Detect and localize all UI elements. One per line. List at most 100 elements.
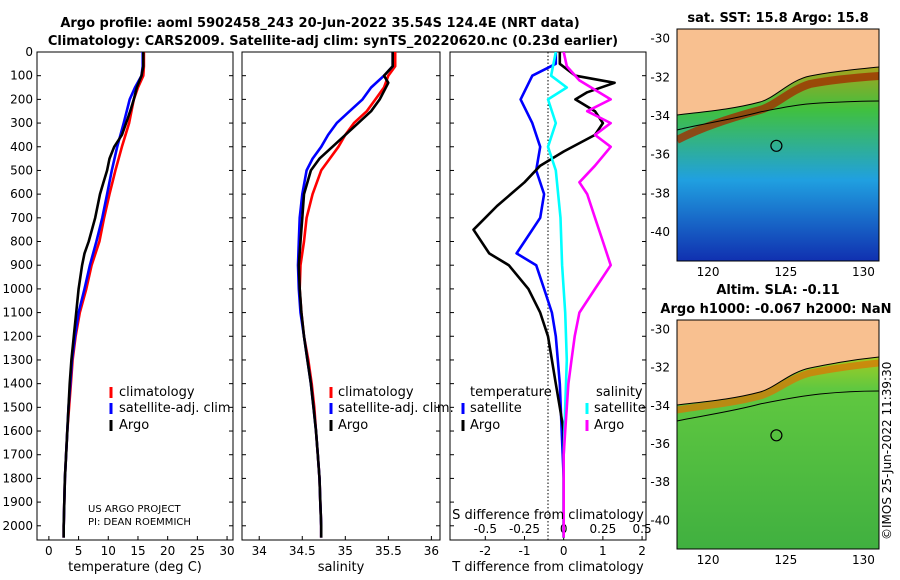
- ytick-label: 1600: [2, 424, 33, 438]
- s-tick-label: 0.5: [633, 522, 652, 536]
- map-ytick-label: -32: [650, 361, 670, 375]
- map-ytick-label: -38: [650, 186, 670, 200]
- ytick-label: 500: [10, 163, 33, 177]
- legend-label-t-argo: Argo: [470, 418, 500, 433]
- series-line-climatology: [62, 52, 146, 538]
- argo-float-marker: [770, 139, 783, 152]
- credit-pi: PI: DEAN ROEMMICH: [88, 517, 191, 528]
- map-xtick-label: 120: [697, 265, 720, 279]
- series-line-satellite-adj-clim-: [62, 52, 144, 538]
- ytick-label: 400: [10, 140, 33, 154]
- s-tick-label: 0.25: [590, 522, 617, 536]
- ytick-label: 1100: [2, 306, 33, 320]
- xtick-label: 2: [638, 544, 646, 558]
- sla-map: [677, 320, 879, 549]
- ytick-label: 1900: [2, 495, 33, 509]
- ytick-label: 1000: [2, 282, 33, 296]
- map-ytick-label: -34: [650, 109, 670, 123]
- s-tick-label: -0.5: [474, 522, 497, 536]
- legend-title-temperature: temperature: [470, 385, 552, 400]
- ytick-label: 1500: [2, 400, 33, 414]
- ytick-label: 1800: [2, 471, 33, 485]
- xtick-label: 34: [252, 544, 267, 558]
- figure-title-2: Climatology: CARS2009. Satellite-adj cli…: [48, 34, 618, 49]
- ytick-label: 200: [10, 92, 33, 106]
- xtick-label: -2: [479, 544, 491, 558]
- xtick-label: 30: [219, 544, 234, 558]
- xtick-label: 36: [424, 544, 439, 558]
- coastline: [677, 66, 879, 116]
- legend-label-s-satellite: satellite: [594, 401, 646, 416]
- map-ytick-label: -38: [650, 475, 670, 489]
- salinity-legend: climatology satellite-adj. clim. Argo: [329, 385, 454, 433]
- legend-label-climatology: climatology: [119, 385, 195, 400]
- t-difference-xlabel: T difference from climatology: [451, 560, 644, 575]
- legend-label-satellite: satellite-adj. clim.: [119, 401, 235, 416]
- series-line-climatology: [298, 52, 397, 538]
- difference-axes: [449, 51, 647, 541]
- ytick-label: 900: [10, 258, 33, 272]
- xtick-label: -1: [518, 544, 530, 558]
- map-ytick-label: -34: [650, 399, 670, 413]
- temperature-axes: [36, 51, 234, 541]
- ytick-label: 700: [10, 211, 33, 225]
- s-tick-label: -0.25: [509, 522, 540, 536]
- xtick-label: 15: [130, 544, 145, 558]
- map-ytick-label: -30: [650, 323, 670, 337]
- series-line-argo: [62, 52, 145, 538]
- series-line-s-satellite: [546, 52, 569, 538]
- legend-label-t-satellite: satellite: [470, 401, 522, 416]
- coastline: [677, 356, 879, 406]
- ytick-label: 2000: [2, 519, 33, 533]
- sla-map-title: Altim. SLA: -0.11: [716, 283, 839, 298]
- imos-credit: ©IMOS 25-Jun-2022 11:39:30: [880, 362, 894, 540]
- xtick-label: 34.5: [289, 544, 316, 558]
- series-line-argo: [297, 52, 395, 538]
- depth-contour: [677, 390, 879, 422]
- xtick-label: 35.5: [375, 544, 402, 558]
- depth-contour: [677, 100, 879, 131]
- high-sla-band: [677, 359, 879, 414]
- series-line-t-satellite: [515, 52, 566, 538]
- ytick-label: 0: [25, 45, 33, 59]
- xtick-label: 35: [338, 544, 353, 558]
- ytick-label: 1300: [2, 353, 33, 367]
- legend-label-argo: Argo: [338, 418, 368, 433]
- ytick-label: 1700: [2, 448, 33, 462]
- sla-map-frame: [676, 319, 880, 550]
- series-line-t-argo: [472, 52, 616, 538]
- temperature-xlabel: temperature (deg C): [68, 560, 202, 575]
- map-ytick-label: -32: [650, 70, 670, 84]
- xtick-label: 0: [560, 544, 568, 558]
- ytick-label: 600: [10, 187, 33, 201]
- warm-current-band: [677, 72, 879, 144]
- ytick-label: 800: [10, 235, 33, 249]
- argo-float-marker: [770, 429, 783, 442]
- map-xtick-label: 130: [852, 553, 875, 567]
- difference-legend: temperature salinity satellite Argo sate…: [461, 385, 646, 433]
- legend-label-satellite: satellite-adj. clim.: [338, 401, 454, 416]
- xtick-label: 20: [160, 544, 175, 558]
- australia-land: [677, 320, 879, 405]
- map-xtick-label: 120: [697, 553, 720, 567]
- salinity-axes: [241, 51, 441, 541]
- sst-map-frame: [676, 28, 880, 262]
- ytick-label: 1400: [2, 377, 33, 391]
- xtick-label: 1: [599, 544, 607, 558]
- map-xtick-label: 130: [852, 265, 875, 279]
- ytick-label: 100: [10, 69, 33, 83]
- ytick-label: 1200: [2, 329, 33, 343]
- legend-label-s-argo: Argo: [594, 418, 624, 433]
- salinity-xlabel: salinity: [318, 560, 365, 575]
- figure-title-1: Argo profile: aoml 5902458_243 20-Jun-20…: [60, 16, 579, 31]
- xtick-label: 25: [190, 544, 205, 558]
- xtick-label: 0: [45, 544, 53, 558]
- map-ytick-label: -36: [650, 148, 670, 162]
- ytick-label: 300: [10, 116, 33, 130]
- legend-title-salinity: salinity: [596, 385, 643, 400]
- legend-label-argo: Argo: [119, 418, 149, 433]
- temperature-legend: climatology satellite-adj. clim. Argo: [109, 385, 235, 433]
- sst-map-title: sat. SST: 15.8 Argo: 15.8: [687, 11, 868, 26]
- legend-label-climatology: climatology: [338, 385, 414, 400]
- map-ytick-label: -36: [650, 437, 670, 451]
